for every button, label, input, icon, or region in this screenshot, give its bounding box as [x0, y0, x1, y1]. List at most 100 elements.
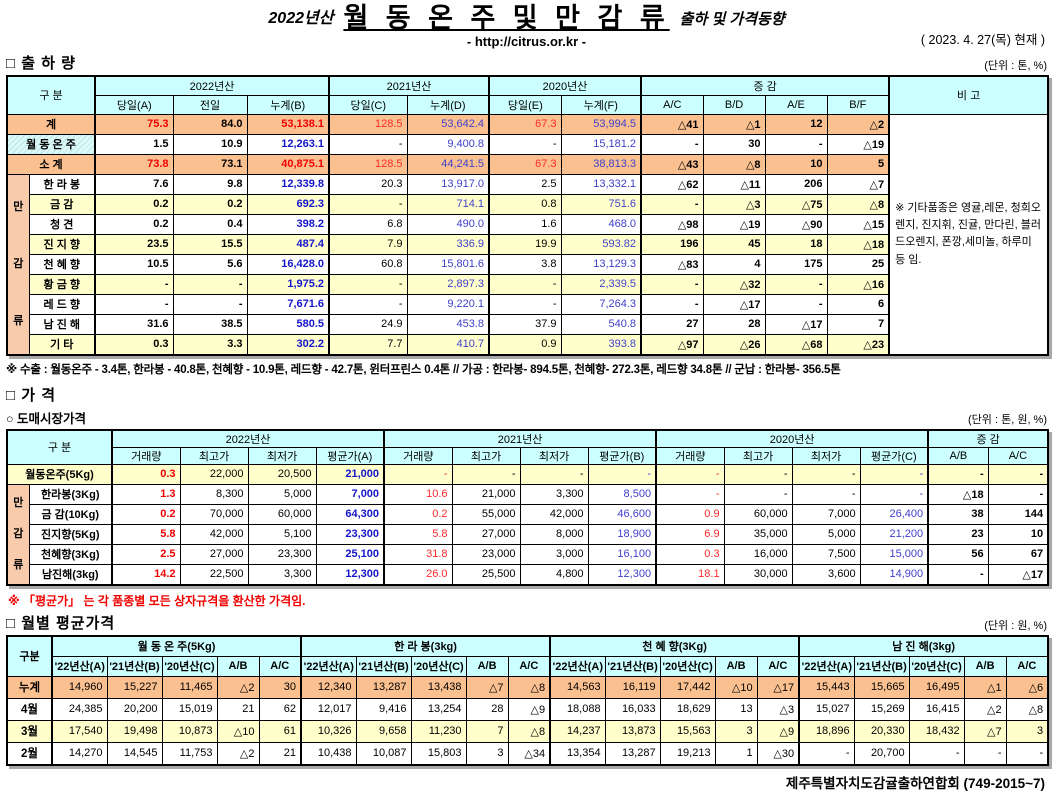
table-cell: △17 — [987, 563, 1049, 586]
table-row: 금 감(10Kg) 0.2 70,000 60,000 64,300 0.2 55,000 4… — [7, 503, 1049, 525]
table-cell: △18 — [826, 233, 890, 255]
table-cell: △16 — [826, 273, 890, 295]
table-cell: 10,873 — [161, 719, 218, 743]
table-cell: 55,000 — [451, 503, 521, 525]
table-cell: △26 — [702, 333, 766, 356]
table-cell: 0.3 — [111, 463, 181, 485]
table-cell: 3 — [465, 741, 509, 766]
table-row: 금 감 0.2 0.2 692.3-714.1 0.8 751.6- △3 △75 △8 — [7, 193, 1048, 215]
table-cell: 580.5 — [246, 313, 330, 335]
table-cell: 14.2 — [111, 563, 181, 586]
table-cell: 18,629 — [659, 697, 716, 721]
table-cell: △23 — [826, 333, 890, 356]
table-cell: - — [1005, 741, 1049, 766]
table-cell: 13,354 — [549, 741, 606, 766]
table-cell: △9 — [756, 719, 800, 743]
table-cell: 16,495 — [908, 675, 965, 699]
table-cell: 40,875.1 — [246, 153, 330, 175]
table-cell: 30 — [702, 133, 766, 155]
table-cell: 19,213 — [659, 741, 716, 766]
table-cell: △19 — [826, 133, 890, 155]
table-cell: - — [764, 133, 828, 155]
table-cell: 15,000 — [859, 543, 929, 565]
table-cell: △97 — [640, 333, 704, 356]
table-cell: 7,264.3 — [560, 293, 642, 315]
table-cell: 8,000 — [519, 523, 589, 545]
col-header-year-2022: 2022년산 — [94, 75, 330, 96]
table-cell: 14,960 — [51, 675, 108, 699]
table-cell: △7 — [963, 719, 1007, 743]
table-cell: 7,671.6 — [246, 293, 330, 315]
row-label: 3월 — [6, 719, 53, 743]
table-cell: 9,220.1 — [406, 293, 490, 315]
table-cell: △43 — [640, 153, 704, 175]
table-cell: - — [859, 483, 929, 505]
site-url-link[interactable]: - http://citrus.or.kr - — [466, 33, 587, 49]
table-cell: 3.3 — [172, 333, 248, 356]
table-cell: 46,600 — [587, 503, 657, 525]
table-cell: 15,227 — [106, 675, 163, 699]
table-cell: - — [764, 293, 828, 315]
col-header: 전일 — [172, 94, 248, 115]
table-row: 만 감 류 한라봉(3Kg) 1.3 8,300 5,000 7,000 10.6 21,000 3… — [6, 483, 1049, 586]
table-cell: 9.8 — [172, 173, 248, 195]
table-cell: △1 — [963, 675, 1007, 699]
table-cell: 6.9 — [655, 523, 725, 545]
table-cell: △62 — [640, 173, 704, 195]
col-header: '20년산(C) — [659, 655, 716, 677]
col-header: 최저가 — [519, 446, 589, 465]
subheader-row: '22년산(A) '21년산(B) '20년산(C) A/B A/C '22년산(A) '2… — [7, 655, 1049, 677]
table-cell: - — [655, 463, 725, 485]
table-cell: 144 — [987, 503, 1049, 525]
table-cell: 53,138.1 — [246, 113, 330, 135]
table-cell: 2,897.3 — [406, 273, 490, 295]
col-header: 당일(C) — [328, 94, 408, 115]
col-header: 당일(E) — [488, 94, 562, 115]
table-cell: 490.0 — [406, 213, 490, 235]
col-header: A/C — [756, 655, 800, 677]
table-cell: 0.2 — [383, 503, 453, 525]
row-label: 천 혜 향 — [28, 253, 96, 275]
table-cell: 751.6 — [560, 193, 642, 215]
table-cell: 8,500 — [587, 483, 657, 505]
table-cell: 18 — [764, 233, 828, 255]
col-header-year-2022: 2022년산 — [111, 429, 385, 448]
col-header: A/B — [216, 655, 260, 677]
table-cell: - — [791, 483, 861, 505]
table-cell: 25 — [826, 253, 890, 275]
table-cell: △7 — [465, 675, 509, 699]
col-header: 거래량 — [383, 446, 453, 465]
col-header: '20년산(C) — [908, 655, 965, 677]
table-cell: 56 — [927, 543, 989, 565]
row-label: 한 라 봉 — [28, 173, 96, 195]
table-cell: 13,873 — [604, 719, 661, 743]
col-header: 평균가(A) — [315, 446, 385, 465]
table-cell: - — [94, 293, 174, 315]
table-cell: △8 — [507, 675, 551, 699]
col-header: 거래량 — [655, 446, 725, 465]
table-cell: 10.5 — [94, 253, 174, 275]
table-cell: 38.5 — [172, 313, 248, 335]
table-cell: 1 — [714, 741, 758, 766]
table-cell: 5.8 — [111, 523, 181, 545]
col-header: 평균가(C) — [859, 446, 929, 465]
table-cell: △75 — [764, 193, 828, 215]
table-cell: - — [908, 741, 965, 766]
table-cell: 42,000 — [179, 523, 249, 545]
col-header: A/C — [987, 446, 1049, 465]
average-price-note: ※ 「평균가」 는 각 품종별 모든 상자규격을 환산한 가격임. — [8, 593, 306, 608]
table-cell: - — [640, 133, 704, 155]
table-cell: △17 — [756, 675, 800, 699]
table-cell: △41 — [640, 113, 704, 135]
table-cell: 14,270 — [51, 741, 108, 766]
table-cell: 23 — [927, 523, 989, 545]
table-cell: - — [723, 463, 793, 485]
table-cell: 16,119 — [604, 675, 661, 699]
col-header: A/C — [507, 655, 551, 677]
table-cell: 4,800 — [519, 563, 589, 586]
table-cell: 3 — [1005, 719, 1049, 743]
table-cell: △8 — [702, 153, 766, 175]
col-header: A/B — [963, 655, 1007, 677]
table-cell: 15,443 — [798, 675, 855, 699]
table-cell: 128.5 — [328, 153, 408, 175]
